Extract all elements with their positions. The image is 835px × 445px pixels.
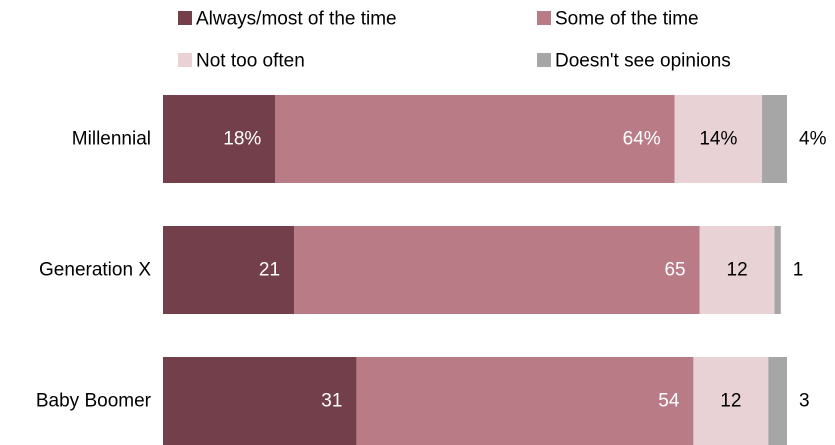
legend-swatch-some-of-the-time — [537, 11, 551, 25]
value-label-millennial-doesn-t-see-opinions: 4% — [799, 129, 827, 150]
value-label-millennial-some-of-the-time: 64% — [623, 129, 661, 150]
legend-label-always-most-of-the-time: Always/most of the time — [196, 9, 397, 30]
bar-baby-boomer-some-of-the-time — [356, 357, 694, 445]
legend-label-not-too-often: Not too often — [196, 51, 305, 72]
chart-legend: Always/most of the time Some of the time N… — [178, 9, 731, 72]
legend-swatch-doesn-t-see-opinions — [537, 53, 551, 67]
bar-baby-boomer-doesn-t-see-opinions — [768, 357, 787, 445]
bar-millennial-doesn-t-see-opinions — [762, 95, 787, 183]
bar-baby-boomer-always-most-of-the-time — [163, 357, 357, 445]
category-label-millennial: Millennial — [72, 129, 151, 150]
legend-label-some-of-the-time: Some of the time — [555, 9, 699, 30]
bar-millennial-some-of-the-time — [275, 95, 675, 183]
value-label-baby-boomer-not-too-often: 12 — [720, 391, 741, 412]
value-label-baby-boomer-some-of-the-time: 54 — [658, 391, 680, 412]
value-label-millennial-not-too-often: 14% — [699, 129, 737, 150]
bar-millennial-always-most-of-the-time — [163, 95, 276, 183]
bar-generation-x-doesn-t-see-opinions — [774, 226, 781, 314]
legend-label-doesn-t-see-opinions: Doesn't see opinions — [555, 51, 731, 72]
value-label-millennial-always-most-of-the-time: 18% — [223, 129, 261, 150]
value-label-generation-x-always-most-of-the-time: 21 — [259, 260, 280, 281]
category-label-generation-x: Generation X — [39, 260, 151, 281]
bar-millennial-not-too-often — [674, 95, 763, 183]
bar-area: 18% 64% 14% 4% 21 65 12 1 31 54 12 3 — [163, 95, 827, 445]
bar-baby-boomer-not-too-often — [693, 357, 769, 445]
category-label-baby-boomer: Baby Boomer — [36, 391, 152, 412]
value-label-generation-x-doesn-t-see-opinions: 1 — [793, 260, 804, 281]
value-label-baby-boomer-doesn-t-see-opinions: 3 — [799, 391, 810, 412]
value-label-generation-x-some-of-the-time: 65 — [664, 260, 685, 281]
value-label-generation-x-not-too-often: 12 — [727, 260, 748, 281]
bar-generation-x-some-of-the-time — [294, 226, 700, 314]
bar-generation-x-not-too-often — [699, 226, 775, 314]
bar-generation-x-always-most-of-the-time — [163, 226, 295, 314]
value-label-baby-boomer-always-most-of-the-time: 31 — [321, 391, 342, 412]
legend-swatch-always-most-of-the-time — [178, 11, 192, 25]
category-labels: Millennial Generation X Baby Boomer — [36, 129, 152, 412]
legend-swatch-not-too-often — [178, 53, 192, 67]
